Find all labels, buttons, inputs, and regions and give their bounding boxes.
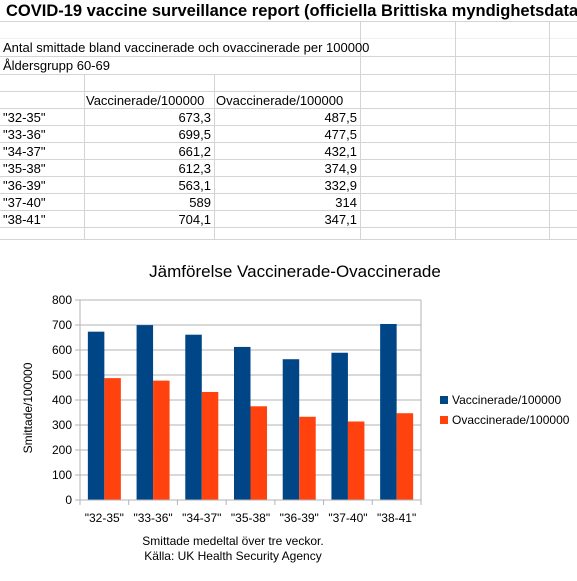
vaccinated-bar [331, 352, 348, 500]
sheet-row [0, 177, 577, 194]
description-line: Antal smittade bland vaccinerade och ova… [3, 40, 370, 55]
column-divider [360, 22, 361, 240]
chart-title: Jämförelse Vaccinerade-Ovaccinerade [149, 262, 441, 281]
week-cell: "33-36" [3, 127, 46, 142]
column-divider [84, 75, 85, 240]
vaccinated-value-cell: 612,3 [178, 161, 211, 176]
column-header-vaccinated: Vaccinerade/100000 [86, 93, 205, 108]
sheet-row [0, 228, 577, 240]
unvaccinated-bar [347, 421, 365, 500]
unvaccinated-bar [299, 416, 316, 500]
sheet-row [0, 109, 577, 126]
x-tick-label: "35-38" [231, 511, 270, 525]
vaccinated-value-cell: 699,5 [178, 127, 211, 142]
sheet-row [0, 211, 577, 228]
sheet-row [0, 143, 577, 160]
vaccinated-bar [185, 334, 202, 500]
vaccinated-bar [136, 325, 154, 500]
sheet-row [0, 126, 577, 143]
y-tick-label: 100 [52, 468, 72, 482]
sheet-row [0, 160, 577, 177]
y-tick-label: 0 [65, 493, 72, 507]
unvaccinated-value-cell: 374,9 [324, 161, 357, 176]
age-group-line: Åldersgrupp 60-69 [3, 58, 110, 73]
legend-label: Ovaccinerade/100000 [452, 413, 570, 427]
vaccinated-bar [87, 331, 105, 500]
sheet-row-line2 [0, 57, 577, 75]
y-tick-label: 700 [52, 318, 72, 332]
x-tick-label: "34-37" [182, 511, 221, 525]
unvaccinated-bar [153, 380, 170, 500]
x-tick-label: "37-40" [328, 511, 367, 525]
unvaccinated-value-cell: 432,1 [324, 144, 357, 159]
legend-label: Vaccinerade/100000 [452, 393, 562, 407]
vaccinated-value-cell: 673,3 [178, 110, 211, 125]
unvaccinated-bar [396, 413, 414, 500]
legend-swatch [440, 396, 448, 404]
sheet-row-line1 [0, 39, 577, 57]
chart-caption-1: Smittade medeltal över tre veckor. [142, 534, 323, 548]
column-header-unvaccinated: Ovaccinerade/100000 [216, 93, 344, 108]
week-cell: "34-37" [3, 144, 46, 159]
vaccinated-value-cell: 563,1 [178, 178, 211, 193]
column-divider [455, 22, 456, 240]
week-cell: "38-41" [3, 212, 46, 227]
sheet-row-blank [0, 22, 577, 39]
x-tick-label: "33-36" [133, 511, 172, 525]
vaccinated-bar [380, 323, 397, 500]
week-cell: "36-39" [3, 178, 46, 193]
sheet-row [0, 194, 577, 211]
legend-swatch [440, 416, 448, 424]
vaccinated-bar [234, 346, 251, 500]
x-tick-label: "36-39" [280, 511, 319, 525]
report-title: COVID-19 vaccine surveillance report (of… [6, 2, 577, 20]
vaccinated-value-cell: 704,1 [178, 212, 211, 227]
bar-chart: Jämförelse Vaccinerade-Ovaccinerade Smit… [21, 262, 570, 563]
sheet-row-header [0, 92, 577, 109]
unvaccinated-value-cell: 332,9 [324, 178, 357, 193]
y-tick-label: 300 [52, 418, 72, 432]
y-tick-label: 800 [52, 293, 72, 307]
y-tick-label: 600 [52, 343, 72, 357]
y-tick-label: 500 [52, 368, 72, 382]
column-divider [549, 22, 550, 240]
sheet-row-blank2 [0, 75, 577, 92]
unvaccinated-value-cell: 487,5 [324, 110, 357, 125]
unvaccinated-bar [250, 406, 267, 500]
unvaccinated-value-cell: 314 [335, 195, 357, 210]
y-tick-label: 200 [52, 443, 72, 457]
unvaccinated-bar [104, 378, 121, 500]
week-cell: "37-40" [3, 195, 46, 210]
week-cell: "35-38" [3, 161, 46, 176]
x-tick-label: "38-41" [377, 511, 416, 525]
y-tick-label: 400 [52, 393, 72, 407]
spreadsheet: COVID-19 vaccine surveillance report (of… [0, 0, 577, 240]
unvaccinated-value-cell: 477,5 [324, 127, 357, 142]
sheet-row-title [0, 0, 577, 22]
week-cell: "32-35" [3, 110, 46, 125]
vaccinated-value-cell: 589 [189, 195, 211, 210]
vaccinated-bar [282, 359, 300, 500]
vaccinated-value-cell: 661,2 [178, 144, 211, 159]
y-axis-label: Smittade/100000 [21, 362, 35, 453]
column-divider [214, 75, 215, 240]
x-tick-label: "32-35" [85, 511, 124, 525]
unvaccinated-bar [201, 391, 219, 500]
chart-area: Jämförelse Vaccinerade-Ovaccinerade Smit… [0, 240, 577, 576]
unvaccinated-value-cell: 347,1 [324, 212, 357, 227]
chart-caption-2: Källa: UK Health Security Agency [144, 549, 321, 563]
